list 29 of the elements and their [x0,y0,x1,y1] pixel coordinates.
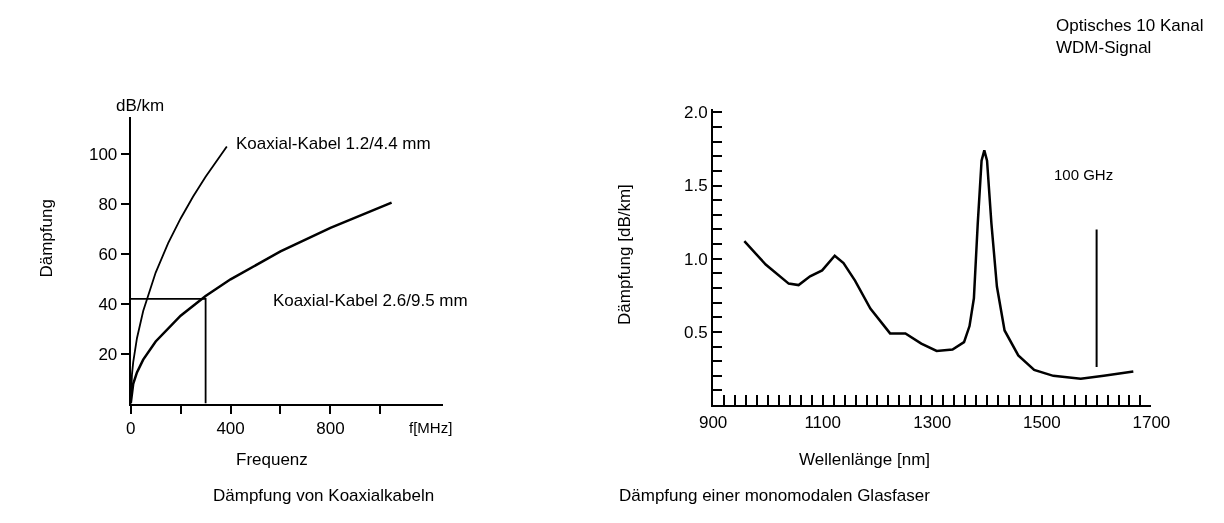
text: f[MHz] [409,419,453,436]
x-tick-label: 1300 [913,412,952,432]
y-tick-label: 1.0 [684,249,708,269]
text: Optisches 10 Kanal WDM-Signal [1056,16,1204,58]
x-tick-label: 1100 [804,412,841,432]
y-tick-label: 40 [98,294,118,314]
text: dB/km [116,96,165,115]
x-tick-label: 1700 [1132,412,1171,432]
x-tick-label: 1500 [1022,412,1061,432]
series-label: Koaxial-Kabel 2.6/9.5 mm [273,291,468,310]
y-tick-label: 20 [98,344,118,364]
y-tick-label: 100 [88,145,118,165]
annotation: 100 GHz [1054,166,1114,183]
series-label: Koaxial-Kabel 1.2/4.4 mm [236,134,431,153]
x-axis-title: Frequenz [236,450,308,469]
y-axis-title: Dämpfung [dB/km] [614,184,634,325]
x-tick-label: 400 [216,418,245,438]
text: Dämpfung von Koaxialkabeln [213,486,435,505]
y-tick-label: 80 [98,194,118,214]
y-tick-label: 0.5 [684,322,708,342]
y-tick-label: 1.5 [684,176,708,196]
x-axis-title: Wellenlänge [nm] [799,450,931,469]
x-tick-label: 0 [125,418,136,438]
x-tick-label: 900 [698,412,728,432]
y-axis-title: Dämpfung [37,199,57,278]
y-tick-label: 60 [98,244,118,264]
x-tick-label: 800 [316,418,345,438]
text: Dämpfung einer monomodalen Glasfaser [619,486,931,505]
y-tick-label: 2.0 [684,103,708,123]
